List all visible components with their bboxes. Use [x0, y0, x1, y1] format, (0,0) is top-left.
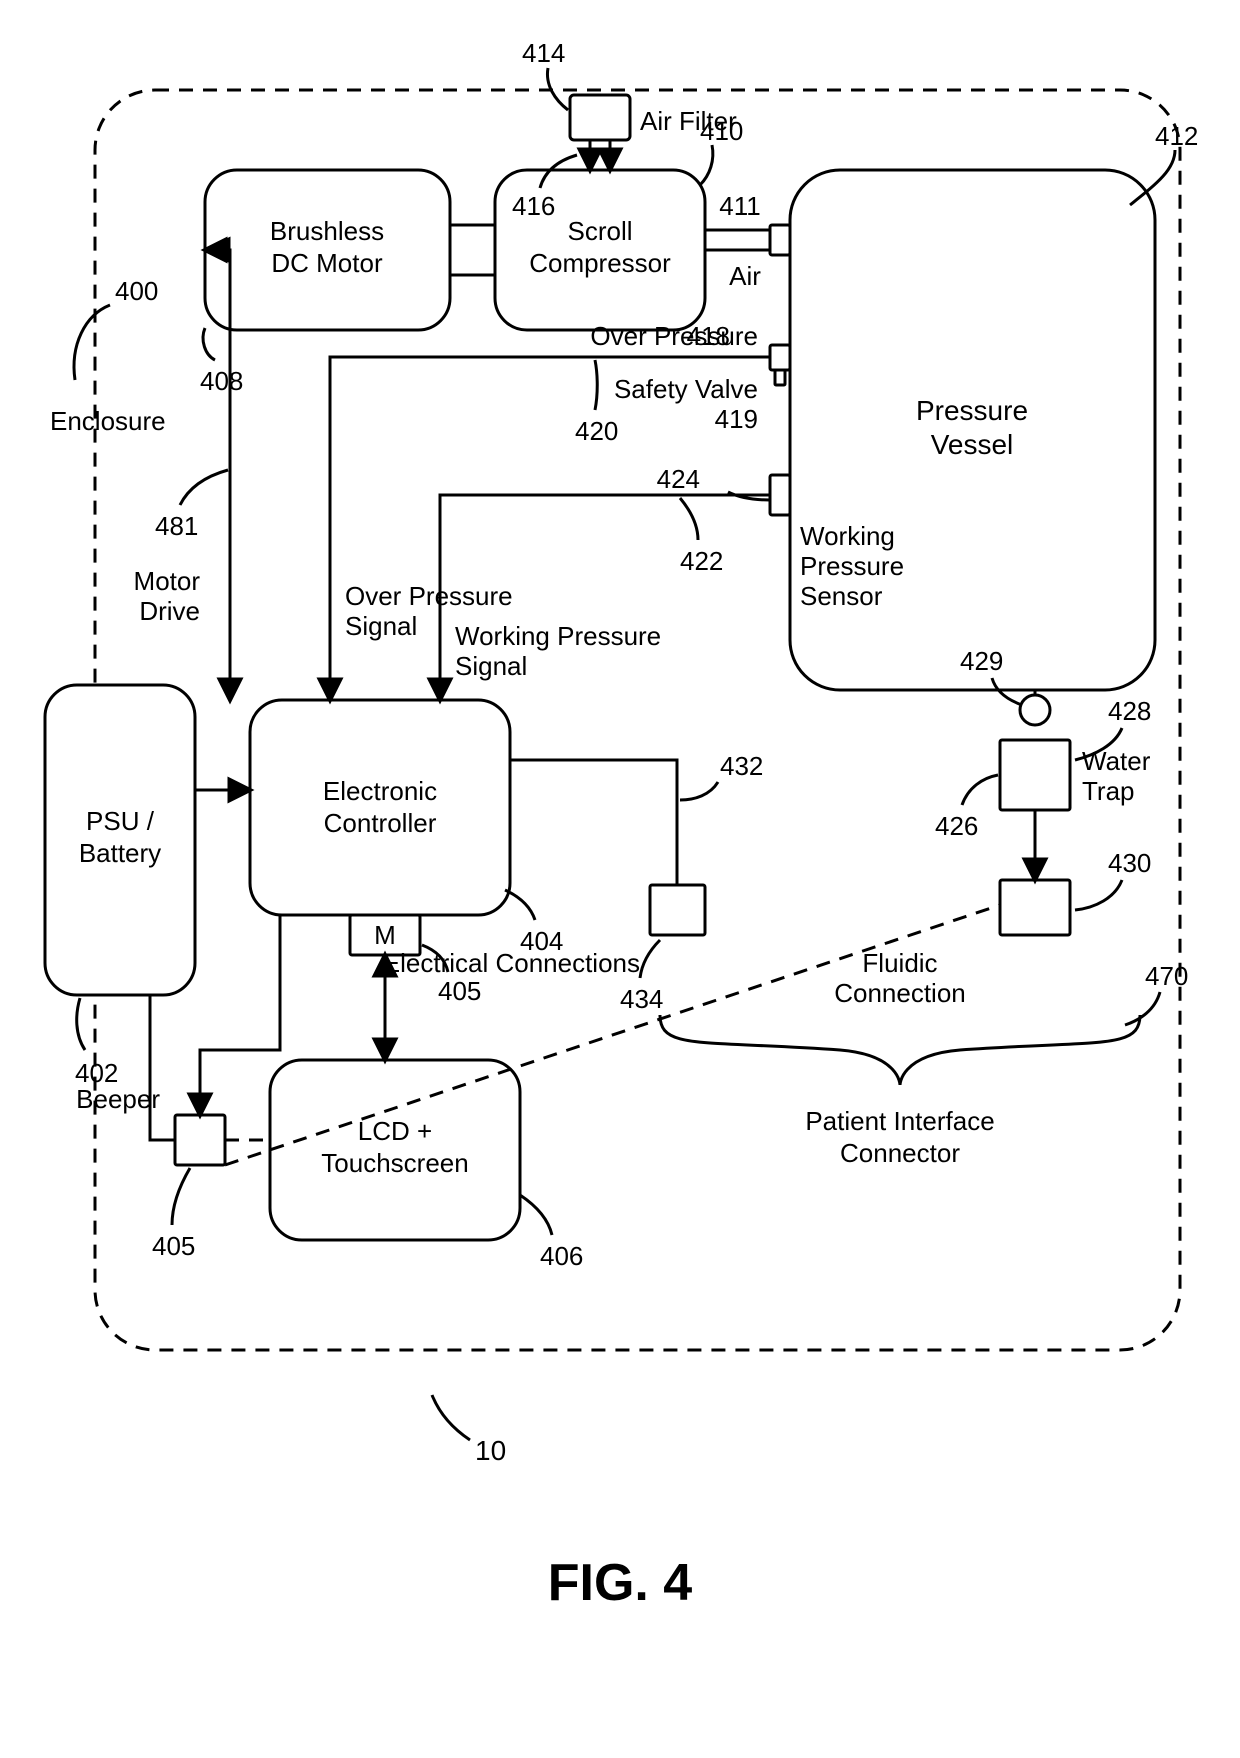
elec-conn-label: Electrical Connections — [383, 948, 640, 978]
wp-sig-label2: Signal — [455, 651, 527, 681]
ref-426: 426 — [935, 811, 978, 841]
ref-422: 422 — [680, 546, 723, 576]
motor-label1: Brushless — [270, 216, 384, 246]
ref-10: 10 — [475, 1435, 506, 1466]
psu-label1: PSU / — [86, 806, 155, 836]
enclosure-label: Enclosure — [50, 406, 166, 436]
patient-label1: Patient Interface — [805, 1106, 994, 1136]
watertrap-box — [1000, 740, 1070, 810]
ovp-sig-label1: Over Pressure — [345, 581, 513, 611]
airfilter-box — [570, 95, 630, 140]
wp-sensor-label2: Pressure — [800, 551, 904, 581]
ref-481: 481 — [155, 511, 198, 541]
ref-411: 411 — [719, 191, 760, 221]
beeper-label: Beeper — [76, 1084, 160, 1114]
lcd-label1: LCD + — [358, 1116, 432, 1146]
ovp-valve-label1: Over Pressure — [590, 321, 758, 351]
ref-470: 470 — [1145, 961, 1188, 991]
compressor-label2: Compressor — [529, 248, 671, 278]
fluidic-label2: Connection — [834, 978, 966, 1008]
controller-label1: Electronic — [323, 776, 437, 806]
patient-label2: Connector — [840, 1138, 960, 1168]
ref-416: 416 — [512, 191, 555, 221]
mem-label: M — [374, 920, 396, 950]
vessel-label1: Pressure — [916, 395, 1028, 426]
ref-406: 406 — [540, 1241, 583, 1271]
beeper-box — [175, 1115, 225, 1165]
ref-429: 429 — [960, 646, 1003, 676]
ovp-valve-label2: Safety Valve — [614, 374, 758, 404]
fluidic-label1: Fluidic — [862, 948, 937, 978]
ref-420: 420 — [575, 416, 618, 446]
ovp-sig-label2: Signal — [345, 611, 417, 641]
ref-434: 434 — [620, 984, 663, 1014]
ref-404: 404 — [520, 926, 563, 956]
diagram-canvas: Brushless DC Motor Scroll Compressor Air… — [0, 0, 1240, 1758]
elec-conn-box — [650, 885, 705, 935]
wp-sig-label1: Working Pressure — [455, 621, 661, 651]
wp-sensor-label1: Working — [800, 521, 895, 551]
ref-412: 412 — [1155, 121, 1198, 151]
vessel-label2: Vessel — [931, 429, 1014, 460]
wp-sensor-label3: Sensor — [800, 581, 883, 611]
air-label: Air — [729, 261, 761, 291]
lcd-label2: Touchscreen — [321, 1148, 468, 1178]
ref-410: 410 — [700, 116, 743, 146]
ref-430: 430 — [1108, 848, 1151, 878]
controller-label2: Controller — [324, 808, 437, 838]
ref-405b: 405 — [152, 1231, 195, 1261]
ref-402: 402 — [75, 1058, 118, 1088]
ref-418: 418 — [687, 321, 730, 351]
ref-432: 432 — [720, 751, 763, 781]
patient-brace — [660, 1015, 1140, 1085]
ref-408: 408 — [200, 366, 243, 396]
ref-414: 414 — [522, 38, 565, 68]
ref-428: 428 — [1108, 696, 1151, 726]
ref-424: 424 — [657, 464, 700, 494]
watertrap-label2: Trap — [1082, 776, 1135, 806]
motordrive-label2: Drive — [139, 596, 200, 626]
compressor-label1: Scroll — [567, 216, 632, 246]
motordrive-label1: Motor — [134, 566, 201, 596]
motor-label2: DC Motor — [271, 248, 383, 278]
ref-400: 400 — [115, 276, 158, 306]
fluidic-box — [1000, 880, 1070, 935]
figure-label: FIG. 4 — [548, 1554, 693, 1612]
watertrap-label1: Water — [1082, 746, 1151, 776]
psu-label2: Battery — [79, 838, 161, 868]
ref-419: 419 — [715, 404, 758, 434]
ref-405m: 405 — [438, 976, 481, 1006]
